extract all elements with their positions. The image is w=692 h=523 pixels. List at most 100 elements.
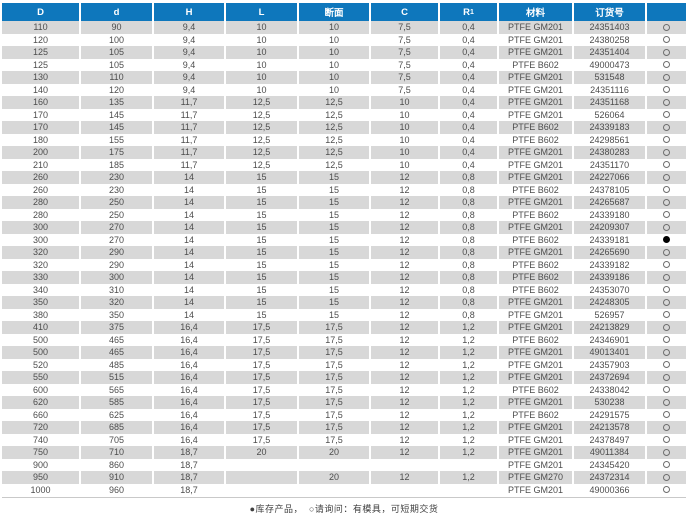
cell-L: 15 [256, 309, 267, 320]
cell-order-no: 24227066 [574, 171, 645, 184]
availability-cell [647, 234, 686, 247]
inquiry-dot-icon [663, 361, 670, 369]
availability-cell [647, 259, 686, 272]
cell-C: 12 [371, 196, 438, 209]
availability-cell [647, 196, 686, 209]
cell-order-no: 24338042 [589, 384, 630, 395]
cell-D: 600 [32, 384, 49, 395]
availability-legend: ●库存产品， ○请询问：有模具，可短期交货 [249, 504, 439, 514]
cell-R1: 1,2 [462, 384, 475, 395]
cell-cross-section: 17,5 [299, 346, 369, 359]
cell-C: 10 [371, 121, 438, 134]
cell-cross-section: 15 [299, 171, 369, 184]
cell-cross-section: 17,5 [325, 409, 343, 420]
cell-material: PTFE B602 [512, 134, 559, 145]
availability-cell [647, 171, 686, 184]
column-header-H: H [154, 3, 224, 21]
cell-order-no: 24345420 [589, 459, 630, 470]
cell-D: 660 [32, 409, 49, 420]
cell-cross-section: 12,5 [299, 96, 369, 109]
availability-cell [647, 359, 686, 372]
table-row: 140 120 9,4 10 10 7,5 0,4 PTFE GM201 24351116 [2, 84, 686, 97]
cell-d: 145 [108, 109, 125, 120]
cell-L: 10 [256, 59, 267, 70]
cell-order-no: 24339186 [574, 271, 645, 284]
cell-H: 11,7 [154, 121, 224, 134]
cell-C: 7,5 [398, 34, 411, 45]
cell-H: 14 [154, 221, 224, 234]
cell-R1: 0,8 [462, 209, 475, 220]
cell-C: 12 [399, 209, 410, 220]
cell-C: 12 [371, 246, 438, 259]
cell-L: 15 [226, 196, 297, 209]
cell-d: 310 [108, 284, 125, 295]
availability-cell [647, 21, 686, 34]
inquiry-dot-icon [663, 423, 670, 431]
cell-R1: 0,4 [462, 84, 475, 95]
cell-material: PTFE GM201 [499, 246, 572, 259]
cell-C: 12 [371, 396, 438, 409]
cell-cross-section: 15 [328, 284, 339, 295]
cell-d: 710 [81, 446, 152, 459]
cell-order-no: 531548 [574, 71, 645, 84]
cell-R1: 1,2 [462, 409, 475, 420]
cell-R1: 0,4 [462, 159, 475, 170]
availability-cell [647, 221, 686, 234]
cell-D: 320 [2, 246, 79, 259]
cell-cross-section: 17,5 [299, 321, 369, 334]
cell-cross-section: 17,5 [325, 334, 343, 345]
cell-order-no: 24265687 [574, 196, 645, 209]
cell-L: 15 [226, 246, 297, 259]
availability-cell [647, 471, 686, 484]
cell-cross-section: 10 [328, 84, 339, 95]
cell-cross-section: 17,5 [325, 434, 343, 445]
cell-d: 100 [108, 34, 125, 45]
inquiry-dot-icon [663, 173, 670, 181]
cell-R1: 1,2 [440, 446, 497, 459]
cell-material: PTFE GM201 [499, 396, 572, 409]
availability-cell [647, 96, 686, 109]
cell-H: 16,4 [180, 359, 198, 370]
cell-d: 110 [81, 71, 152, 84]
cell-L: 17,5 [226, 321, 297, 334]
cell-order-no: 24380258 [589, 34, 630, 45]
cell-order-no: 24351403 [574, 21, 645, 34]
cell-D: 720 [2, 421, 79, 434]
stock-dot-icon [663, 236, 670, 244]
cell-D: 300 [2, 221, 79, 234]
inquiry-dot-icon [663, 211, 670, 219]
cell-D: 280 [2, 196, 79, 209]
cell-R1: 0,8 [462, 184, 475, 195]
cell-material: PTFE GM201 [507, 159, 563, 170]
cell-H: 9,4 [154, 71, 224, 84]
cell-C: 12 [371, 271, 438, 284]
cell-cross-section: 17,5 [325, 359, 343, 370]
cell-R1: 0,4 [462, 134, 475, 145]
cell-L: 12,5 [226, 146, 297, 159]
cell-order-no: 49013401 [574, 346, 645, 359]
cell-order-no: 24351404 [574, 46, 645, 59]
cell-H: 9,4 [154, 21, 224, 34]
cell-C: 7,5 [398, 59, 411, 70]
cell-material: PTFE GM201 [499, 171, 572, 184]
cell-L: 12,5 [252, 159, 271, 170]
table-row: 330 300 14 15 15 12 0,8 PTFE B602 24339186 [2, 271, 686, 284]
cell-H: 16,4 [154, 371, 224, 384]
cell-cross-section: 10 [299, 46, 369, 59]
availability-cell [647, 459, 686, 472]
inquiry-dot-icon [663, 286, 670, 294]
availability-cell [647, 109, 686, 122]
cell-R1: 0,4 [440, 96, 497, 109]
cell-H: 16,4 [180, 334, 198, 345]
cell-material: PTFE GM201 [499, 21, 572, 34]
cell-H: 11,7 [180, 159, 198, 170]
cell-H: 16,4 [154, 396, 224, 409]
cell-L: 17,5 [252, 409, 271, 420]
cell-D: 170 [2, 121, 79, 134]
cell-R1: 1,2 [462, 434, 475, 445]
cell-R1 [440, 484, 497, 497]
cell-C: 12 [399, 384, 410, 395]
cell-L: 17,5 [252, 434, 271, 445]
cell-L [226, 484, 297, 497]
cell-order-no: 526064 [594, 109, 625, 120]
